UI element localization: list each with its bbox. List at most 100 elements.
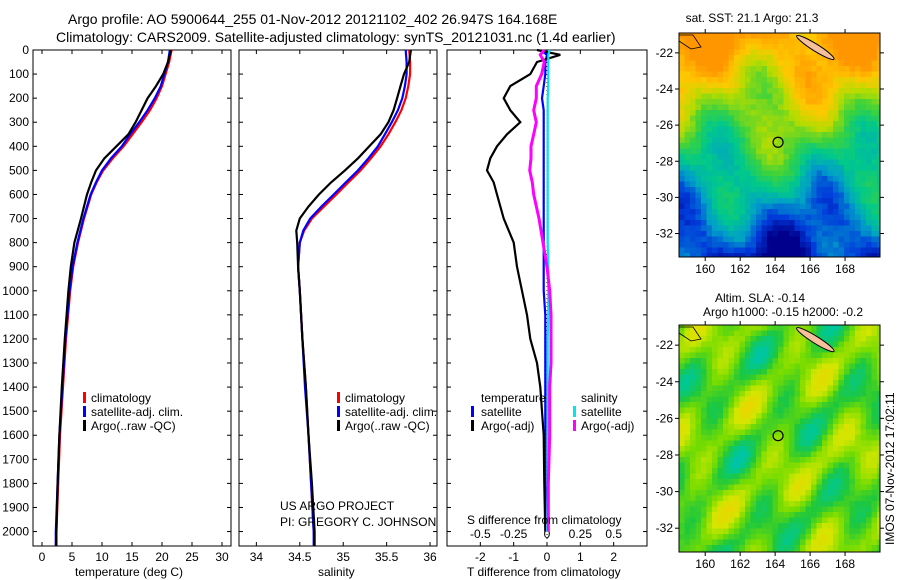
map-cell	[723, 159, 729, 166]
map-cell	[772, 88, 779, 94]
map-cell	[838, 512, 845, 518]
map-cell	[734, 495, 740, 502]
map-cell	[860, 33, 867, 39]
map-cell	[877, 369, 881, 375]
map-cell	[827, 236, 834, 243]
map-cell	[844, 325, 850, 331]
map-cell	[822, 115, 828, 122]
map-cell	[701, 60, 707, 67]
map-lon-tick-label: 162	[730, 262, 750, 276]
map-cell	[684, 534, 691, 540]
map-cell	[794, 528, 801, 535]
map-cell	[778, 391, 784, 397]
map-cell	[679, 214, 685, 221]
map-cell	[778, 225, 784, 232]
map-cell	[855, 126, 861, 133]
map-cell	[844, 479, 850, 485]
map-cell	[855, 484, 861, 491]
map-cell	[816, 60, 823, 67]
map-cell	[695, 413, 702, 419]
map-cell	[712, 352, 718, 359]
map-cell	[761, 77, 768, 83]
map-cell	[816, 413, 823, 419]
map-cell	[712, 220, 718, 226]
map-cell	[838, 352, 845, 359]
map-cell	[756, 347, 762, 353]
map-cell	[849, 154, 856, 160]
map-cell	[723, 330, 729, 337]
map-cell	[855, 330, 861, 337]
map-cell	[745, 451, 751, 458]
map-cell	[805, 110, 812, 116]
map-cell	[767, 38, 773, 45]
map-cell	[745, 407, 751, 414]
map-cell	[690, 336, 696, 342]
map-cell	[783, 77, 790, 83]
map-cell	[767, 352, 773, 359]
map-cell	[684, 517, 691, 524]
map-cell	[871, 413, 878, 419]
map-cell	[734, 347, 740, 353]
map-cell	[728, 154, 735, 160]
map-cell	[767, 495, 773, 502]
map-cell	[728, 181, 735, 188]
map-cell	[761, 44, 768, 50]
map-cell	[849, 528, 856, 535]
map-cell	[745, 165, 751, 171]
map-cell	[800, 77, 806, 83]
map-cell	[794, 99, 801, 105]
map-cell	[855, 550, 861, 553]
map-cell	[701, 517, 707, 524]
map-cell	[701, 396, 707, 403]
map-cell	[767, 385, 773, 392]
map-cell	[761, 143, 768, 149]
map-cell	[695, 198, 702, 204]
map-cell	[794, 429, 801, 436]
map-cell	[789, 539, 795, 546]
map-cell	[789, 231, 795, 237]
map-cell	[811, 501, 817, 507]
map-cell	[833, 198, 839, 204]
map-cell	[789, 214, 795, 221]
map-cell	[822, 413, 828, 419]
map-cell	[849, 148, 856, 155]
map-cell	[833, 539, 839, 546]
map-cell	[745, 88, 751, 94]
map-cell	[816, 88, 823, 94]
map-cell	[690, 225, 696, 232]
map-cell	[695, 38, 702, 45]
map-cell	[701, 523, 707, 529]
map-cell	[794, 418, 801, 425]
map-cell	[822, 440, 828, 447]
legend-label: Argo(..raw -QC)	[91, 419, 176, 433]
map-cell	[706, 462, 713, 469]
map-cell	[717, 253, 724, 258]
credit-line1: US ARGO PROJECT	[280, 499, 395, 513]
map-cell	[827, 44, 834, 50]
map-cell	[838, 247, 845, 254]
map-cell	[783, 242, 790, 248]
map-cell	[871, 44, 878, 50]
map-cell	[772, 484, 779, 491]
map-cell	[734, 49, 740, 56]
map-cell	[794, 253, 801, 258]
map-cell	[789, 126, 795, 133]
map-cell	[871, 352, 878, 359]
map-cell	[800, 391, 806, 397]
map-cell	[822, 363, 828, 370]
map-cell	[827, 457, 834, 463]
map-lat-tick-label: -30	[656, 190, 674, 204]
map-cell	[838, 506, 845, 513]
map-cell	[690, 99, 696, 105]
map-cell	[860, 82, 867, 89]
map-cell	[838, 341, 845, 348]
map-cell	[772, 236, 779, 243]
map-cell	[717, 495, 724, 502]
map-cell	[750, 506, 757, 513]
map-cell	[750, 347, 757, 353]
map-cell	[684, 115, 691, 122]
map-cell	[827, 550, 834, 553]
map-cell	[844, 407, 850, 414]
map-cell	[783, 49, 790, 56]
map-cell	[695, 451, 702, 458]
